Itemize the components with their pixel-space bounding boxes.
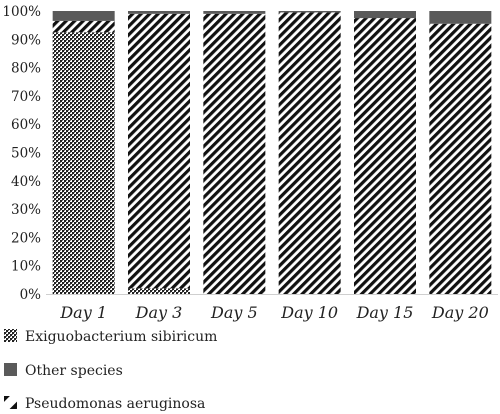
bar-segment-pseudomonas-aeruginosa xyxy=(354,18,416,294)
legend-swatch xyxy=(4,329,17,342)
x-tick-label: Day 5 xyxy=(210,303,258,322)
y-tick-label: 80% xyxy=(11,61,41,77)
bar-segment-other-species xyxy=(52,11,115,21)
bar-segment-other-species xyxy=(203,11,266,14)
bar-segment-other-species xyxy=(278,11,341,13)
legend-label: Other species xyxy=(25,363,123,379)
legend-label: Exiguobacterium sibiricum xyxy=(25,329,217,345)
legend-swatch xyxy=(4,363,17,376)
y-tick-label: 30% xyxy=(11,202,41,218)
x-tick-label: Day 1 xyxy=(59,303,107,322)
bar-segment-other-species xyxy=(429,11,492,24)
y-tick-label: 40% xyxy=(11,174,41,190)
x-axis: Day 1 Day 3 Day 5 Day 10 Day 15 Day 20 xyxy=(46,294,498,322)
bar-segment-pseudomonas-aeruginosa xyxy=(429,23,492,295)
x-tick-label: Day 20 xyxy=(431,303,489,322)
bar-segment-pseudomonas-aeruginosa xyxy=(128,13,190,289)
bar-segment-exiguobacterium-sibiricum xyxy=(52,32,115,294)
legend: Exiguobacterium sibiricum Other species Ps… xyxy=(4,329,217,412)
y-tick-label: 90% xyxy=(11,32,41,48)
legend-swatch xyxy=(4,396,17,409)
bar-segment-other-species xyxy=(354,11,416,19)
bar-segment-pseudomonas-aeruginosa xyxy=(203,13,266,295)
y-tick-label: 0% xyxy=(20,287,42,303)
y-tick-label: 10% xyxy=(11,259,41,275)
bar-segment-pseudomonas-aeruginosa xyxy=(278,12,341,294)
y-tick-label: 100% xyxy=(2,4,41,20)
y-axis: 0% 10% 20% 30% 40% 50% 60% 70% 80% 90% 100% xyxy=(2,4,41,303)
x-tick-label: Day 3 xyxy=(135,303,183,322)
bars xyxy=(52,11,492,295)
x-tick-label: Day 10 xyxy=(280,303,338,322)
y-tick-label: 70% xyxy=(11,89,41,105)
x-tick-label: Day 15 xyxy=(356,303,414,322)
legend-label: Pseudomonas aeruginosa xyxy=(25,396,205,412)
y-tick-label: 20% xyxy=(11,230,41,246)
y-tick-label: 60% xyxy=(11,117,41,133)
bar-segment-pseudomonas-aeruginosa xyxy=(52,20,115,33)
y-tick-label: 50% xyxy=(11,146,41,162)
bar-segment-exiguobacterium-sibiricum xyxy=(128,288,190,294)
bar-segment-other-species xyxy=(128,11,190,14)
